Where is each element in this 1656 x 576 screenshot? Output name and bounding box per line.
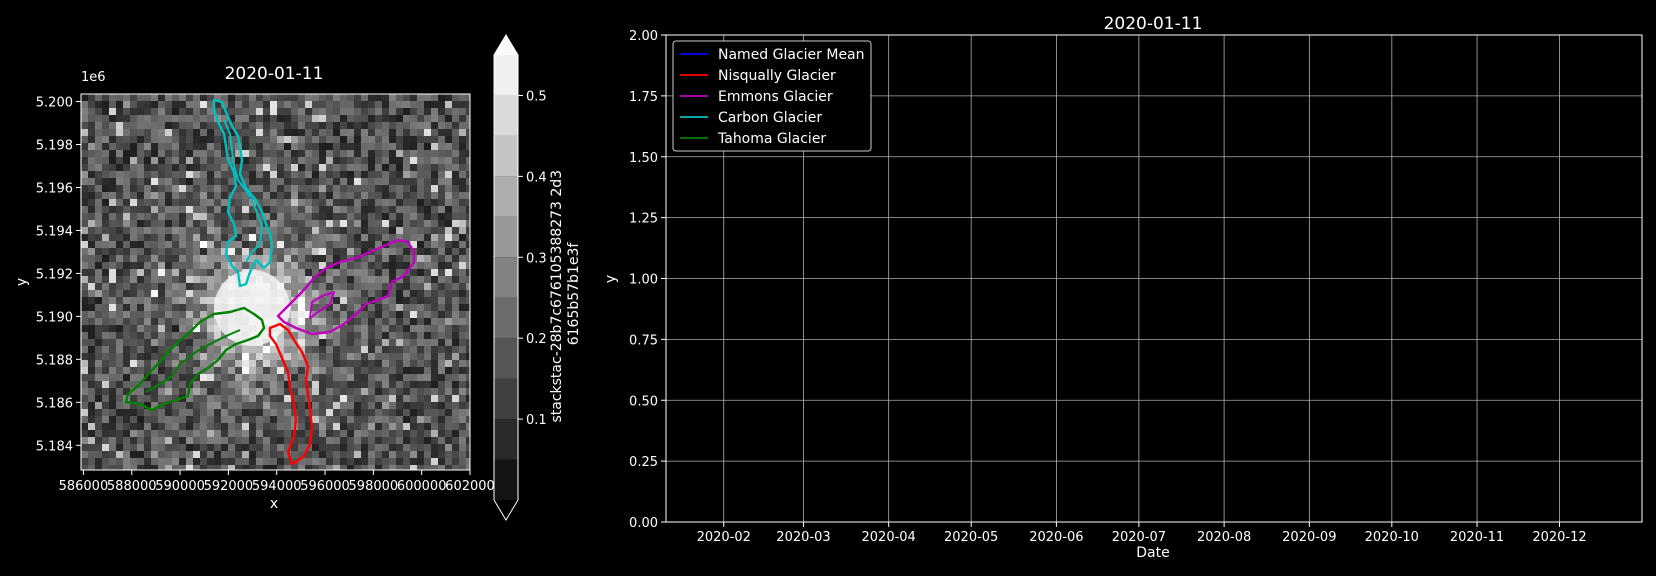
map-x-tick-label: 592000	[204, 479, 254, 494]
nisqually-glacier-outline	[268, 322, 314, 466]
tahoma-glacier-inner	[145, 329, 241, 393]
timeseries-x-tick-label: 2020-03	[776, 530, 830, 545]
timeseries-x-tick-label: 2020-07	[1112, 530, 1166, 545]
timeseries-x-tick-label: 2020-09	[1282, 530, 1336, 545]
timeseries-x-tick-label: 2020-04	[862, 530, 916, 545]
colorbar-level	[494, 297, 518, 339]
colorbar-level	[494, 459, 518, 500]
map-x-tick-label: 598000	[349, 479, 399, 494]
map-image	[81, 94, 470, 470]
colorbar-level	[494, 135, 518, 177]
colorbar-level	[494, 216, 518, 258]
timeseries-y-axis: 0.00 0.25 0.50 0.75 1.00 1.25 1.50 1.75 2.00	[629, 29, 666, 531]
map-panel: 2020-01-11 1e6 5860005880005900005920005…	[14, 64, 495, 512]
colorbar-tick-label: 0.3	[526, 251, 547, 266]
colorbar-level	[494, 95, 518, 136]
timeseries-x-tick-label: 2020-05	[944, 530, 998, 545]
timeseries-y-tick-label: 1.25	[629, 212, 658, 227]
timeseries-y-tick-label: 1.75	[629, 90, 658, 105]
timeseries-y-tick-label: 0.75	[629, 333, 658, 348]
colorbar-label-line-2: 6165b57b1e3f	[566, 242, 582, 346]
legend-frame	[672, 40, 872, 152]
map-y-tick-label: 5.198	[36, 138, 73, 153]
carbon-glacier-outline	[212, 98, 274, 288]
timeseries-y-tick-label: 0.00	[629, 516, 658, 531]
colorbar-label: stackstac-28b7c676105388273 2d3 6165b57b…	[549, 165, 582, 422]
colorbar-level	[494, 338, 518, 379]
colorbar-level	[494, 257, 518, 298]
timeseries-legend: Named Glacier Mean Nisqually Glacier Emmon…	[672, 40, 872, 152]
colorbar-axis: 0.1 0.2 0.3 0.4 0.5	[518, 89, 547, 428]
timeseries-title: 2020-01-11	[1104, 14, 1203, 34]
timeseries-x-tick-label: 2020-08	[1197, 530, 1251, 545]
timeseries-x-tick-label: 2020-11	[1450, 530, 1504, 545]
map-title: 2020-01-11	[225, 64, 324, 84]
map-x-tick-label: 590000	[155, 479, 205, 494]
map-frame	[80, 93, 471, 471]
colorbar-outline	[493, 34, 519, 521]
map-x-axis: 5860005880005900005920005940005960005980…	[59, 470, 495, 494]
colorbar-tick-label: 0.1	[526, 413, 547, 428]
map-y-label: y	[14, 278, 30, 286]
colorbar: 0.1 0.2 0.3 0.4 0.5 stackstac-28b7c676105388…	[493, 34, 582, 521]
legend-label: Tahoma Glacier	[717, 131, 826, 147]
tahoma-glacier-outline	[124, 306, 266, 412]
map-y-tick-label: 5.184	[36, 439, 73, 454]
timeseries-y-tick-label: 1.50	[629, 151, 658, 166]
colorbar-extend-max	[494, 35, 518, 55]
map-x-label: x	[270, 496, 278, 512]
carbon-glacier-inner	[223, 119, 263, 263]
map-x-tick-label: 596000	[300, 479, 350, 494]
legend-label: Nisqually Glacier	[718, 68, 836, 84]
map-y-tick-label: 5.194	[36, 224, 73, 239]
colorbar-tick-label: 0.2	[526, 332, 547, 347]
colorbar-level	[494, 419, 518, 460]
colorbar-extend-min	[494, 500, 518, 520]
timeseries-x-axis: 2020-02 2020-03 2020-04 2020-05 2020-06 2020-…	[697, 522, 1587, 545]
map-x-tick-label: 594000	[252, 479, 302, 494]
map-y-tick-label: 5.188	[36, 353, 73, 368]
timeseries-x-label: Date	[1136, 545, 1169, 561]
map-y-axis: 5.184 5.186 5.188 5.190 5.192 5.194 5.196 5.198…	[36, 96, 81, 454]
timeseries-y-tick-label: 0.50	[629, 394, 658, 409]
colorbar-tick-label: 0.4	[526, 170, 547, 185]
map-x-tick-label: 600000	[397, 479, 447, 494]
colorbar-levels	[494, 35, 518, 520]
colorbar-level	[494, 378, 518, 420]
timeseries-x-tick-label: 2020-12	[1532, 530, 1586, 545]
timeseries-panel: 2020-01-11 2020-02 2020-03 2020-04 2020-05 2…	[603, 14, 1643, 561]
timeseries-x-tick-label: 2020-02	[697, 530, 751, 545]
emmons-glacier-inner	[309, 291, 335, 319]
map-y-tick-label: 5.192	[36, 267, 73, 282]
colorbar-level	[494, 176, 518, 217]
glacier-outlines	[124, 98, 416, 466]
timeseries-y-label: y	[603, 275, 619, 283]
map-x-tick-label: 602000	[445, 479, 495, 494]
legend-label: Carbon Glacier	[718, 110, 822, 126]
timeseries-x-tick-label: 2020-06	[1029, 530, 1083, 545]
timeseries-y-tick-label: 0.25	[629, 455, 658, 470]
map-y-tick-label: 5.196	[36, 181, 73, 196]
emmons-glacier-outline	[276, 238, 416, 336]
map-x-tick-label: 586000	[59, 479, 109, 494]
timeseries-y-tick-label: 2.00	[629, 29, 658, 44]
colorbar-tick-label: 0.5	[526, 89, 547, 104]
legend-label: Emmons Glacier	[718, 89, 833, 105]
map-y-tick-label: 5.186	[36, 396, 73, 411]
legend-label: Named Glacier Mean	[718, 47, 865, 63]
map-y-tick-label: 5.200	[36, 96, 73, 111]
map-x-tick-label: 588000	[107, 479, 157, 494]
map-y-multiplier: 1e6	[81, 70, 106, 85]
colorbar-level	[494, 55, 518, 96]
timeseries-x-tick-label: 2020-10	[1365, 530, 1419, 545]
colorbar-label-line-1: stackstac-28b7c676105388273 2d3	[549, 170, 565, 423]
timeseries-y-tick-label: 1.00	[629, 273, 658, 288]
map-y-tick-label: 5.190	[36, 310, 73, 325]
